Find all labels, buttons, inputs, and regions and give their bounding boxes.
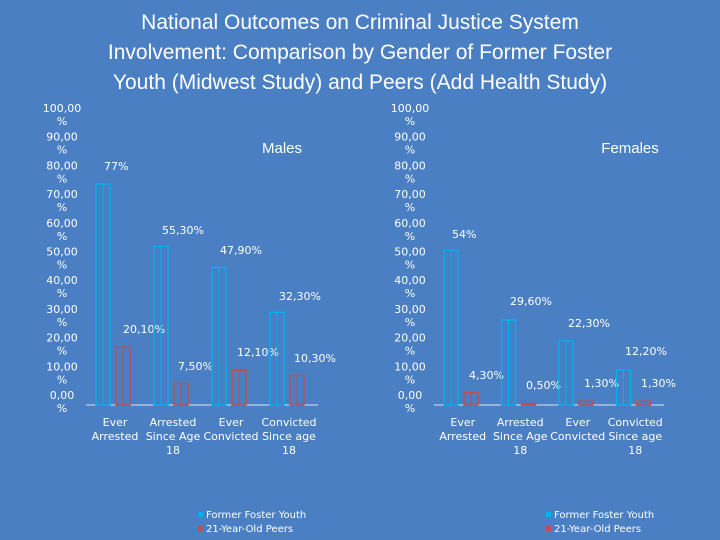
y-tick-label: 60,00% (394, 217, 426, 243)
chart-title: Males (262, 140, 302, 157)
category-label: Convicted (203, 430, 258, 443)
data-label-former-foster-youth: 55,30% (162, 224, 204, 237)
title-line-1: National Outcomes on Criminal Justice Sy… (141, 11, 579, 34)
y-tick-label: 90,00% (46, 131, 78, 157)
category-label: 18 (513, 444, 527, 457)
y-tick-label: 20,00% (394, 332, 426, 358)
data-label-former-foster-youth: 47,90% (220, 244, 262, 257)
legend-label: Former Foster Youth (554, 510, 654, 521)
y-tick-label: 70,00% (394, 188, 426, 214)
title-line-2: Involvement: Comparison by Gender of For… (107, 41, 613, 64)
data-label-former-foster-youth: 32,30% (279, 290, 321, 303)
category-label: Ever (103, 416, 128, 429)
y-tick-label: 40,00% (46, 274, 78, 300)
category-label: 18 (628, 444, 642, 457)
slide-title: National Outcomes on Criminal Justice Sy… (40, 8, 680, 98)
category-label: Since age (262, 430, 316, 443)
category-label: Convicted (608, 416, 663, 429)
category-label: Arrested (497, 416, 544, 429)
data-label-21-year-old-peers: 12,10% (237, 346, 279, 359)
y-tick-label: 50,00% (394, 246, 426, 272)
category-label: Convicted (261, 416, 316, 429)
y-tick-label: 90,00% (394, 131, 426, 157)
data-label-former-foster-youth: 12,20% (625, 345, 667, 358)
y-tick-label: 30,00% (46, 303, 78, 329)
category-label: Since age (608, 430, 662, 443)
data-label-21-year-old-peers: 0,50% (526, 379, 561, 392)
category-label: Ever (219, 416, 244, 429)
data-label-21-year-old-peers: 20,10% (123, 323, 165, 336)
category-label: Since Age (146, 430, 201, 443)
y-tick-label: 20,00% (46, 332, 78, 358)
category-label: Ever (565, 416, 590, 429)
legend-label: 21-Year-Old Peers (554, 524, 641, 535)
legend-swatch (546, 512, 551, 517)
category-label: 18 (282, 444, 296, 457)
y-tick-label: 10,00% (394, 360, 426, 386)
category-label: Arrested (439, 430, 486, 443)
legend-label: 21-Year-Old Peers (206, 524, 293, 535)
category-label: Ever (450, 416, 475, 429)
y-tick-label: 0,00% (50, 389, 75, 415)
legend-label: Former Foster Youth (206, 510, 306, 521)
data-label-21-year-old-peers: 10,30% (294, 352, 336, 365)
y-tick-label: 60,00% (46, 217, 78, 243)
y-tick-label: 40,00% (394, 274, 426, 300)
category-label: Arrested (92, 430, 139, 443)
category-label: Arrested (150, 416, 197, 429)
y-tick-label: 0,00% (398, 389, 423, 415)
y-tick-label: 100,00% (391, 102, 430, 128)
data-label-former-foster-youth: 29,60% (510, 295, 552, 308)
chart-title: Females (601, 140, 659, 157)
y-tick-label: 80,00% (394, 159, 426, 185)
data-label-21-year-old-peers: 7,50% (178, 360, 213, 373)
legend-swatch (198, 512, 203, 517)
data-label-21-year-old-peers: 1,30% (641, 377, 676, 390)
category-label: 18 (166, 444, 180, 457)
y-tick-label: 50,00% (46, 246, 78, 272)
category-label: Since Age (493, 430, 548, 443)
title-line-3: Youth (Midwest Study) and Peers (Add Hea… (112, 71, 608, 94)
y-tick-label: 100,00% (43, 102, 82, 128)
y-tick-label: 30,00% (394, 303, 426, 329)
data-label-21-year-old-peers: 1,30% (584, 377, 619, 390)
legend-swatch (198, 526, 203, 531)
data-label-former-foster-youth: 22,30% (568, 317, 610, 330)
legend-swatch (546, 526, 551, 531)
category-label: Convicted (550, 430, 605, 443)
data-label-21-year-old-peers: 4,30% (469, 369, 504, 382)
data-label-former-foster-youth: 54% (452, 228, 476, 241)
data-label-former-foster-youth: 77% (104, 160, 128, 173)
y-tick-label: 10,00% (46, 360, 78, 386)
y-tick-label: 70,00% (46, 188, 78, 214)
y-tick-label: 80,00% (46, 159, 78, 185)
